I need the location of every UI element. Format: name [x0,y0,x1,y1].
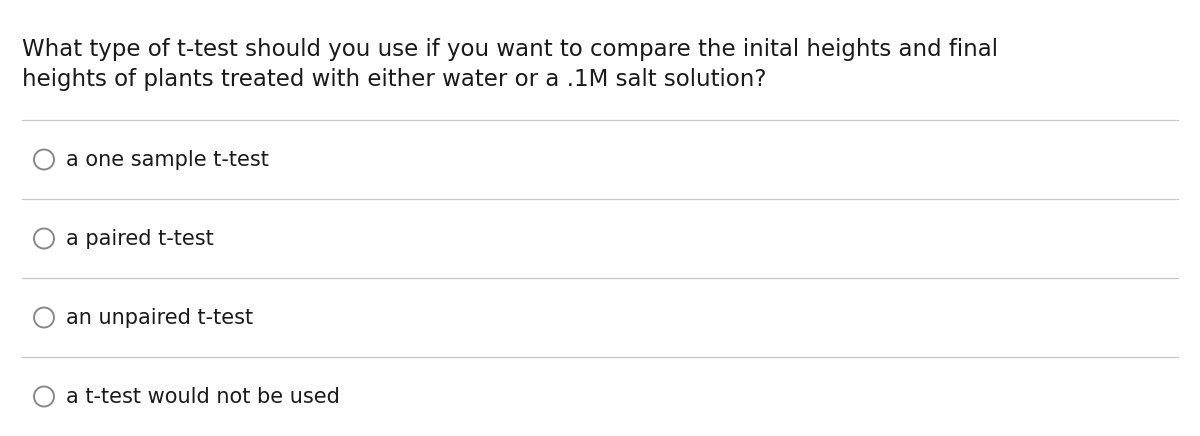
Text: a t-test would not be used: a t-test would not be used [66,386,340,406]
Text: What type of t-test should you use if you want to compare the inital heights and: What type of t-test should you use if yo… [22,38,998,61]
Text: heights of plants treated with either water or a .1M salt solution?: heights of plants treated with either wa… [22,68,767,91]
Text: an unpaired t-test: an unpaired t-test [66,307,253,327]
Text: a one sample t-test: a one sample t-test [66,150,269,170]
Text: a paired t-test: a paired t-test [66,228,214,249]
